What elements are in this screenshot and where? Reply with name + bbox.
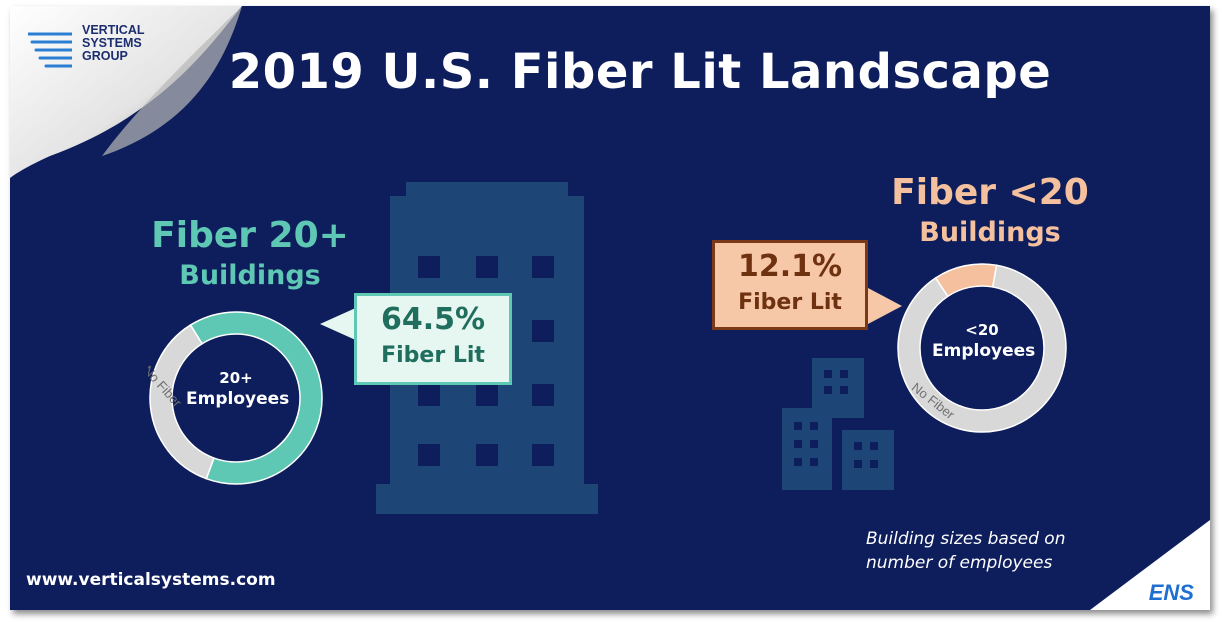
left-center-line1: 20+ [219, 369, 253, 387]
left-donut-center-label: 20+ Employees [186, 368, 290, 410]
website-link[interactable]: www.verticalsystems.com [26, 570, 276, 590]
right-chart-title-line1: Fiber <20 [891, 172, 1089, 213]
donut-slice-no-fiber [897, 264, 1067, 433]
right-chart-heading: Fiber <20 Buildings [860, 171, 1120, 251]
donut-slice-fiber-lit [189, 311, 323, 485]
ens-logo-text: ENS [1149, 580, 1195, 605]
logo-text: VERTICAL SYSTEMS GROUP [82, 24, 145, 63]
vsg-logo: VERTICAL SYSTEMS GROUP [24, 20, 154, 80]
right-donut-chart: No Fiber [897, 263, 1067, 433]
page-title: 2019 U.S. Fiber Lit Landscape [228, 44, 1052, 100]
left-callout-box: 64.5% Fiber Lit [354, 293, 512, 385]
left-chart-title-line1: Fiber 20+ [151, 215, 349, 256]
left-chart-title-line2: Buildings [179, 260, 321, 291]
right-callout-value: 12.1% [737, 249, 843, 284]
footnote-line2: number of employees [866, 553, 1053, 573]
right-callout-pointer [868, 288, 902, 324]
left-chart-heading: Fiber 20+ Buildings [120, 216, 380, 296]
logo-line-1: VERTICAL [82, 23, 145, 37]
left-callout-value: 64.5% [380, 302, 486, 337]
small-buildings-icon [782, 358, 894, 490]
right-donut-center-label: <20 Employees [932, 320, 1036, 362]
right-chart-title-line2: Buildings [919, 217, 1061, 248]
right-center-line2: Employees [932, 341, 1036, 361]
left-callout-label: Fiber Lit [381, 343, 485, 368]
footnote: Building sizes based on number of employ… [866, 527, 1065, 575]
left-donut-chart: No Fiber [148, 311, 323, 485]
left-center-line2: Employees [186, 389, 290, 409]
donut-slice-no-fiber [149, 324, 215, 480]
right-center-line1: <20 [965, 321, 999, 339]
right-callout-box: 12.1% Fiber Lit [712, 240, 868, 330]
infographic-frame: VERTICAL SYSTEMS GROUP 2019 U.S. Fiber L… [10, 6, 1210, 610]
ens-logo-corner: ENS [1090, 520, 1210, 610]
logo-line-2: SYSTEMS [82, 36, 142, 50]
logo-line-3: GROUP [82, 49, 128, 63]
left-callout-pointer [320, 306, 360, 342]
logo-lines-icon [28, 32, 72, 68]
right-callout-label: Fiber Lit [738, 290, 842, 315]
footnote-line1: Building sizes based on [866, 529, 1066, 549]
